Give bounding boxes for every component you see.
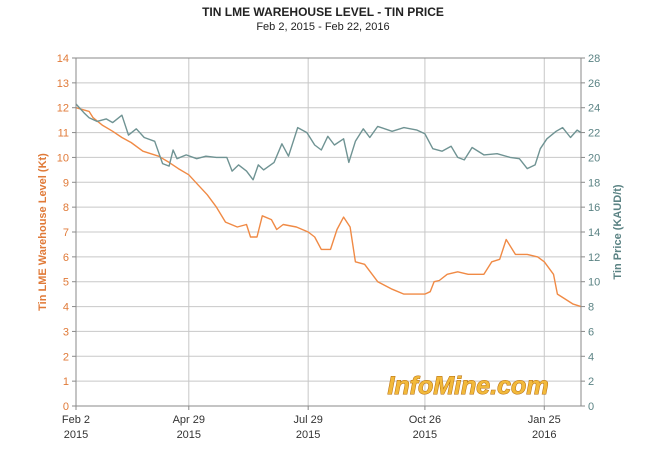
grid (75, 57, 581, 407)
right-tick-label: 0 (588, 401, 594, 413)
right-tick-label: 10 (588, 277, 600, 289)
warehouse-level-line (75, 107, 582, 308)
x-tick-label: Jan 25 (528, 414, 561, 426)
left-tick-label: 7 (63, 227, 69, 239)
x-tick-label: Jul 29 (293, 414, 322, 426)
right-tick-label: 6 (588, 326, 594, 338)
watermark-logo: InfoMine.com (387, 372, 548, 400)
left-tick-label: 0 (63, 401, 69, 413)
chart-subtitle: Feb 2, 2015 - Feb 22, 2016 (256, 21, 389, 33)
x-axis-ticks: Feb 2 2015 Apr 29 2015 Jul 29 2015 Oct 26 2015 J… (62, 406, 561, 441)
right-tick-label: 20 (588, 152, 600, 164)
x-tick-label: Apr 29 (173, 414, 205, 426)
right-tick-label: 22 (588, 128, 600, 140)
left-tick-label: 3 (63, 326, 69, 338)
right-tick-label: 4 (588, 351, 594, 363)
left-tick-label: 9 (63, 177, 69, 189)
left-tick-label: 6 (63, 252, 69, 264)
left-tick-label: 14 (57, 53, 69, 65)
left-tick-label: 5 (63, 277, 69, 289)
right-tick-label: 16 (588, 202, 600, 214)
x-tick-year: 2016 (532, 429, 556, 441)
x-tick-year: 2015 (296, 429, 320, 441)
left-tick-label: 1 (63, 376, 69, 388)
x-tick-label: Oct 26 (409, 414, 441, 426)
left-tick-label: 12 (57, 103, 69, 115)
left-tick-label: 11 (58, 128, 69, 140)
series-lines (75, 103, 582, 308)
x-tick-year: 2015 (413, 429, 437, 441)
right-tick-label: 8 (588, 302, 594, 314)
right-tick-label: 24 (588, 103, 600, 115)
right-tick-label: 2 (588, 376, 594, 388)
left-axis-label: Tin LME Warehouse Level (Kt) (37, 153, 49, 311)
x-tick-year: 2015 (64, 429, 88, 441)
x-tick-label: Feb 2 (62, 414, 90, 426)
right-tick-label: 18 (588, 177, 600, 189)
x-tick-year: 2015 (177, 429, 201, 441)
right-tick-label: 12 (588, 252, 600, 264)
chart-title: TIN LME WAREHOUSE LEVEL - TIN PRICE (202, 5, 444, 19)
left-tick-label: 8 (63, 202, 69, 214)
left-tick-label: 4 (63, 302, 69, 314)
right-tick-label: 14 (588, 227, 600, 239)
right-tick-label: 28 (588, 53, 600, 65)
left-tick-label: 2 (63, 351, 69, 363)
right-tick-label: 26 (588, 78, 600, 90)
left-tick-label: 10 (57, 152, 69, 164)
tin-price-line (75, 103, 582, 181)
right-axis-label: Tin Price (KAUD/t) (612, 184, 624, 279)
left-tick-label: 13 (57, 78, 69, 90)
